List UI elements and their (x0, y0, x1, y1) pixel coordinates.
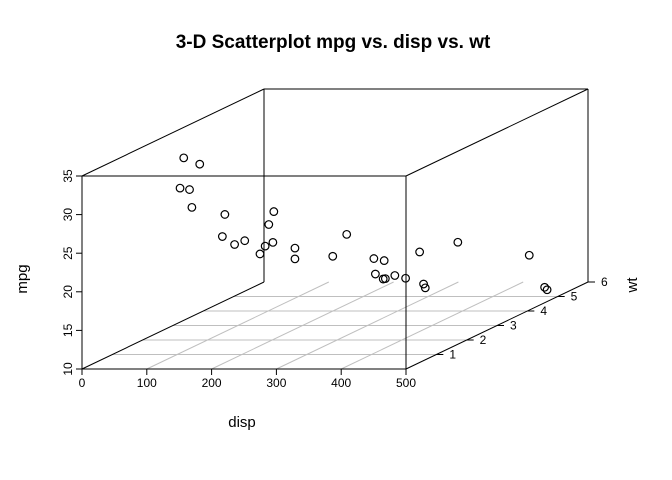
data-point (240, 236, 250, 246)
y-tick-label: 15 (61, 323, 75, 337)
data-point (380, 274, 390, 284)
data-point (369, 254, 379, 263)
data-point (542, 285, 552, 295)
data-point (187, 202, 197, 212)
x-axis-label: disp (228, 414, 256, 431)
box-edge-DH (81, 88, 265, 177)
z-tick-label: 4 (540, 304, 547, 318)
data-point (179, 153, 189, 163)
x-tick-label: 400 (331, 376, 351, 390)
z-tick-label: 6 (601, 275, 608, 289)
data-point (342, 229, 352, 239)
data-point (230, 240, 239, 249)
z-tick-label: 2 (480, 333, 487, 347)
data-point (401, 273, 411, 283)
data-point (260, 241, 270, 251)
y-tick-label: 35 (61, 169, 75, 183)
z-tick-label: 5 (571, 290, 578, 304)
data-point (290, 254, 300, 264)
data-point (195, 159, 205, 169)
data-point (220, 210, 230, 219)
data-point (328, 251, 338, 261)
y-tick-label: 20 (61, 285, 75, 299)
box-edge-AE (81, 281, 265, 370)
x-tick-label: 200 (202, 376, 222, 390)
data-point (217, 232, 227, 241)
data-point (379, 256, 389, 265)
data-point (524, 250, 534, 260)
z-tick-label: 3 (510, 319, 517, 333)
y-axis-label: mpg (14, 264, 31, 293)
data-point (420, 283, 430, 293)
floor-grid (112, 281, 558, 370)
y-tick-label: 10 (61, 362, 75, 376)
data-point (540, 282, 550, 292)
data-point (290, 243, 300, 253)
z-axis-label: wt (624, 277, 641, 294)
x-tick-label: 300 (266, 376, 286, 390)
data-point (269, 207, 279, 216)
y-tick-label: 25 (61, 246, 75, 260)
box-edge-CG (405, 88, 589, 177)
data-point (264, 220, 274, 229)
data-point (390, 271, 400, 280)
z-tick-label: 1 (449, 348, 456, 362)
data-point (370, 269, 380, 279)
data-point (268, 237, 278, 247)
x-tick-label: 500 (396, 376, 416, 390)
data-point (175, 183, 185, 193)
x-tick-label: 100 (137, 376, 157, 390)
data-point (255, 249, 265, 259)
data-point (453, 237, 463, 247)
axis-ticks: 0 100 200 300 400 500 10 15 20 25 30 35 1 2 3 4 5 6 (61, 169, 608, 390)
chart-title: 3-D Scatterplot mpg vs. disp vs. wt (176, 32, 491, 53)
data-point (415, 247, 425, 257)
y-tick-label: 30 (61, 208, 75, 222)
data-point (185, 185, 194, 194)
data-points (175, 153, 552, 295)
x-tick-label: 0 (79, 376, 86, 390)
